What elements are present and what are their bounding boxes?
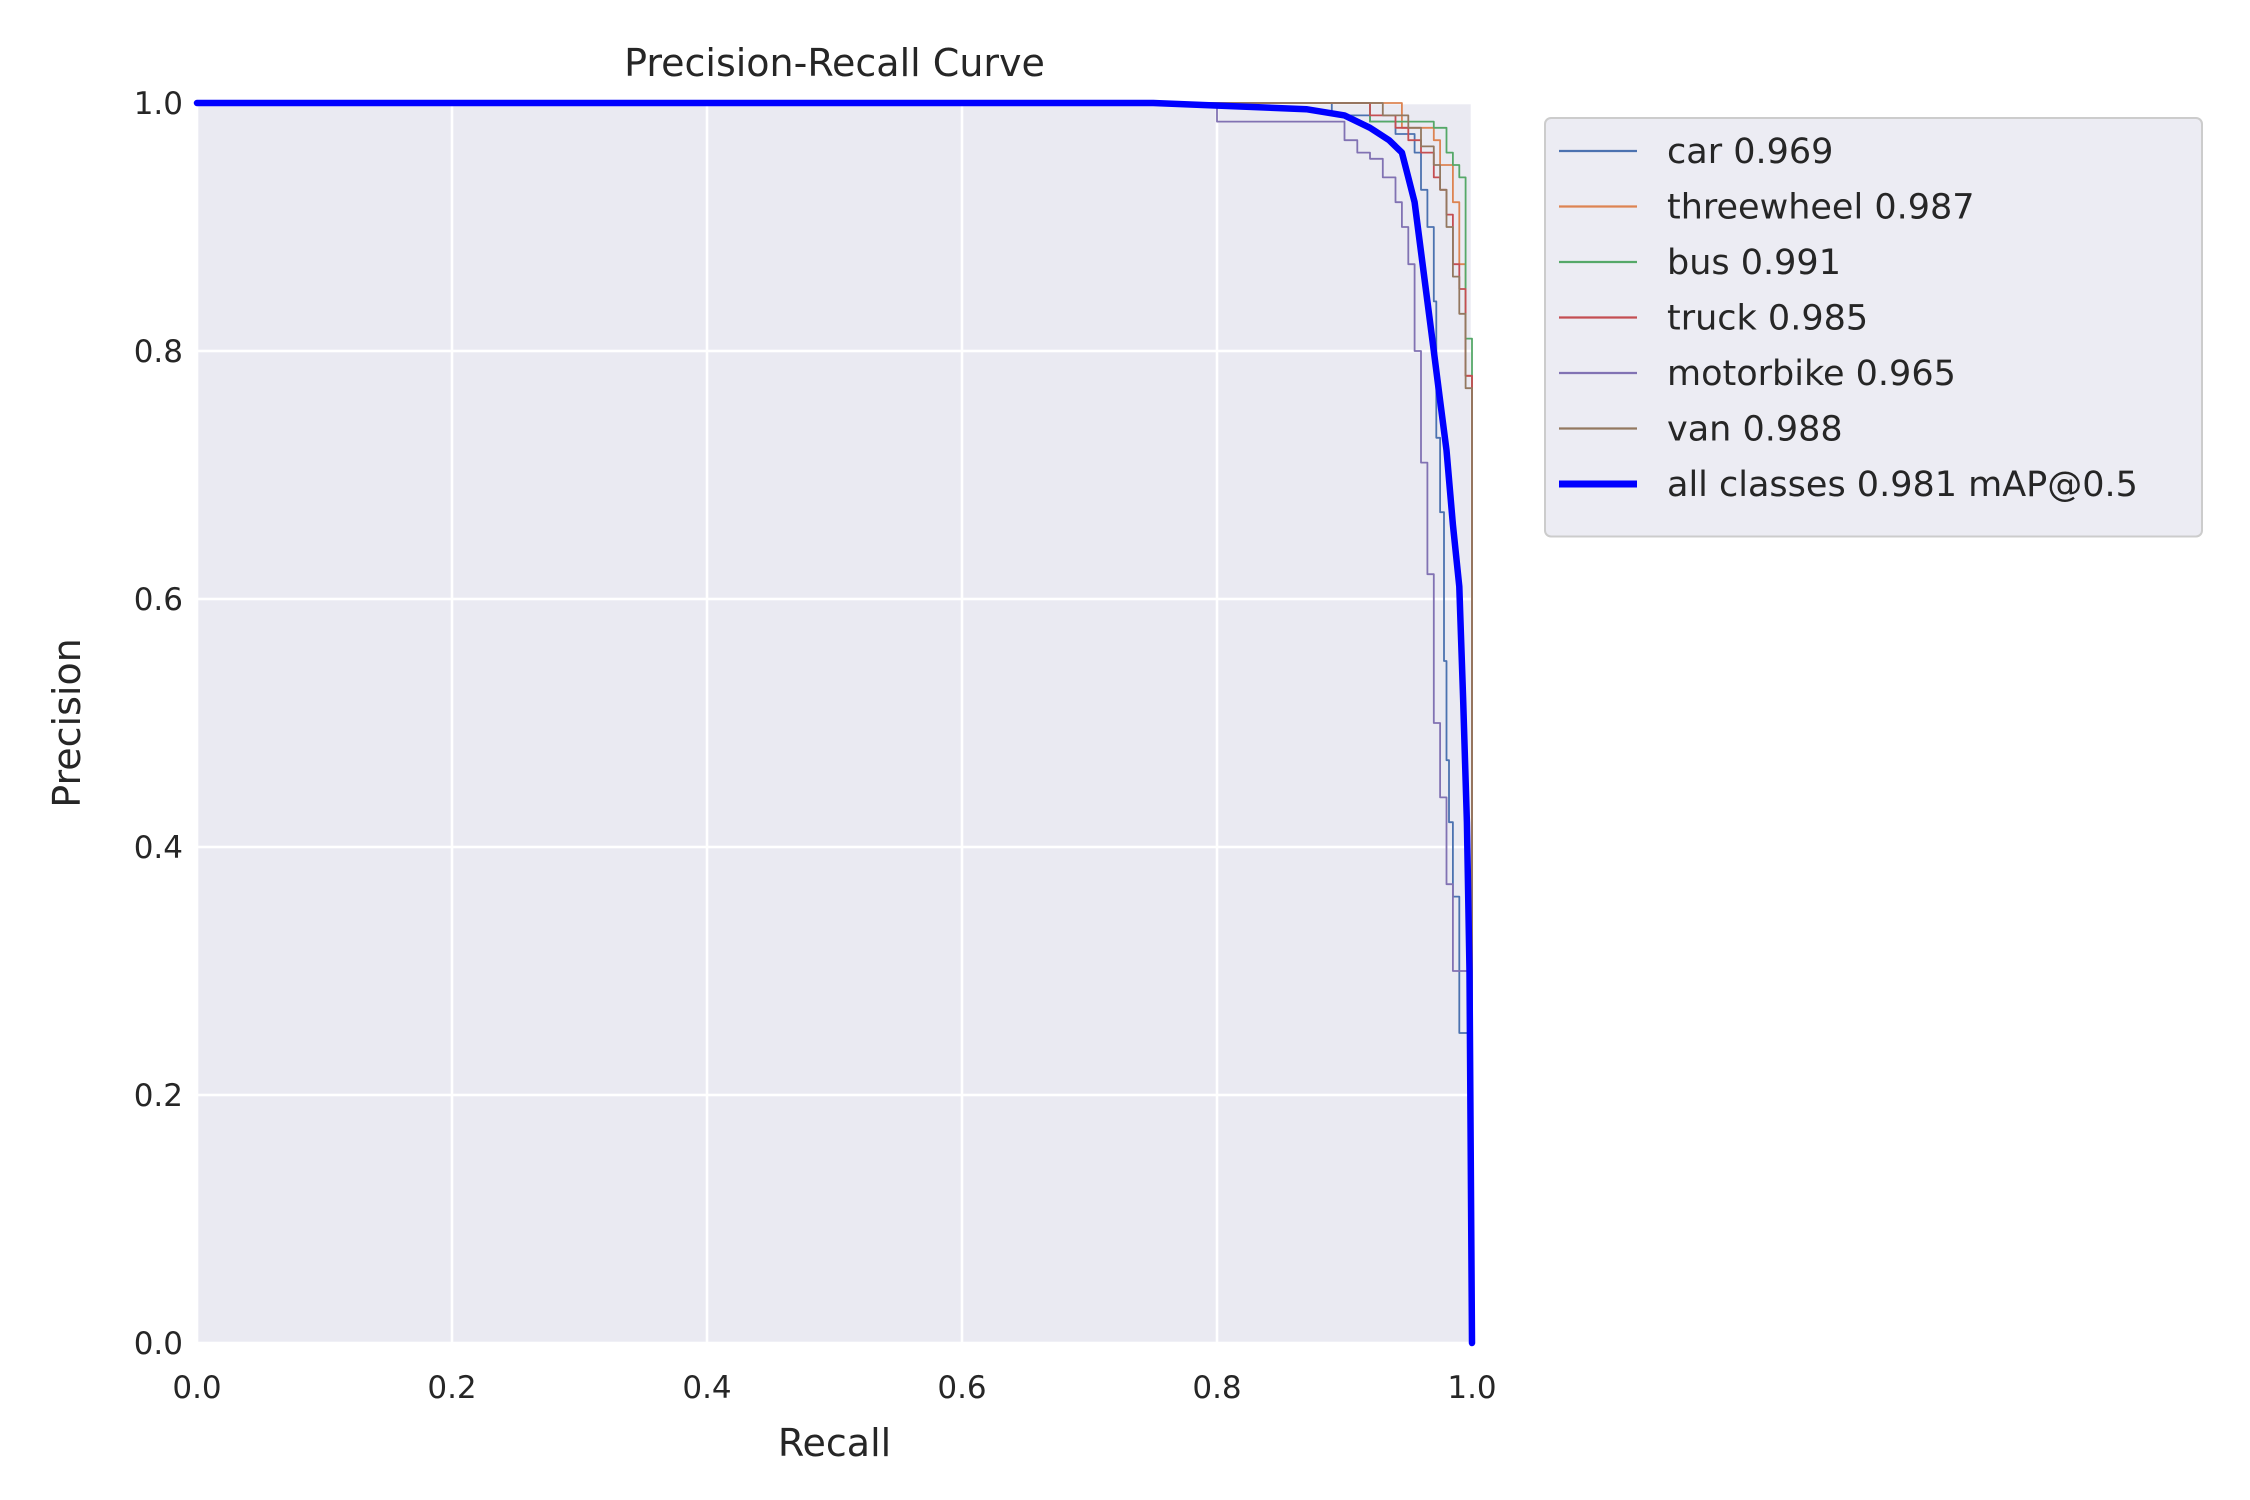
- legend-label: truck 0.985: [1667, 299, 1868, 339]
- x-tick-label: 0.8: [1192, 1370, 1241, 1406]
- x-tick-label: 1.0: [1447, 1370, 1496, 1406]
- x-tick-label: 0.6: [937, 1370, 986, 1406]
- x-axis-label: Recall: [778, 1421, 891, 1465]
- legend-label: all classes 0.981 mAP@0.5: [1667, 465, 2138, 505]
- y-tick-label: 1.0: [134, 86, 183, 122]
- legend-label: threewheel 0.987: [1667, 188, 1975, 228]
- series-line-5: [196, 102, 1473, 1344]
- x-tick-label: 0.0: [172, 1370, 221, 1406]
- legend-label: motorbike 0.965: [1667, 354, 1956, 394]
- x-tick-label: 0.4: [682, 1370, 731, 1406]
- y-axis-label: Precision: [45, 638, 89, 808]
- legend-label: car 0.969: [1667, 132, 1833, 172]
- series-line-6: [193, 99, 1476, 1347]
- grid-lines: [195, 101, 1474, 1345]
- plot-area: [197, 103, 1472, 1343]
- y-tick-label: 0.6: [134, 582, 183, 618]
- y-tick-label: 0.4: [134, 830, 183, 866]
- y-tick-label: 0.2: [134, 1078, 183, 1114]
- series-lines: [193, 99, 1476, 1347]
- x-tick-labels: 0.0 0.2 0.4 0.6 0.8 1.0: [172, 1370, 1496, 1406]
- legend-box: [1544, 117, 2203, 538]
- x-tick-label: 0.2: [427, 1370, 476, 1406]
- chart-title: Precision-Recall Curve: [624, 41, 1045, 85]
- legend-label: bus 0.991: [1667, 243, 1841, 283]
- legend: car 0.969 threewheel 0.987 bus 0.991 truck …: [1544, 117, 2203, 538]
- y-tick-label: 0.0: [134, 1326, 183, 1362]
- y-tick-labels: 0.0 0.2 0.4 0.6 0.8 1.0: [134, 86, 183, 1362]
- series-line-4: [196, 102, 1473, 1344]
- y-tick-label: 0.8: [134, 334, 183, 370]
- legend-label: van 0.988: [1667, 410, 1843, 450]
